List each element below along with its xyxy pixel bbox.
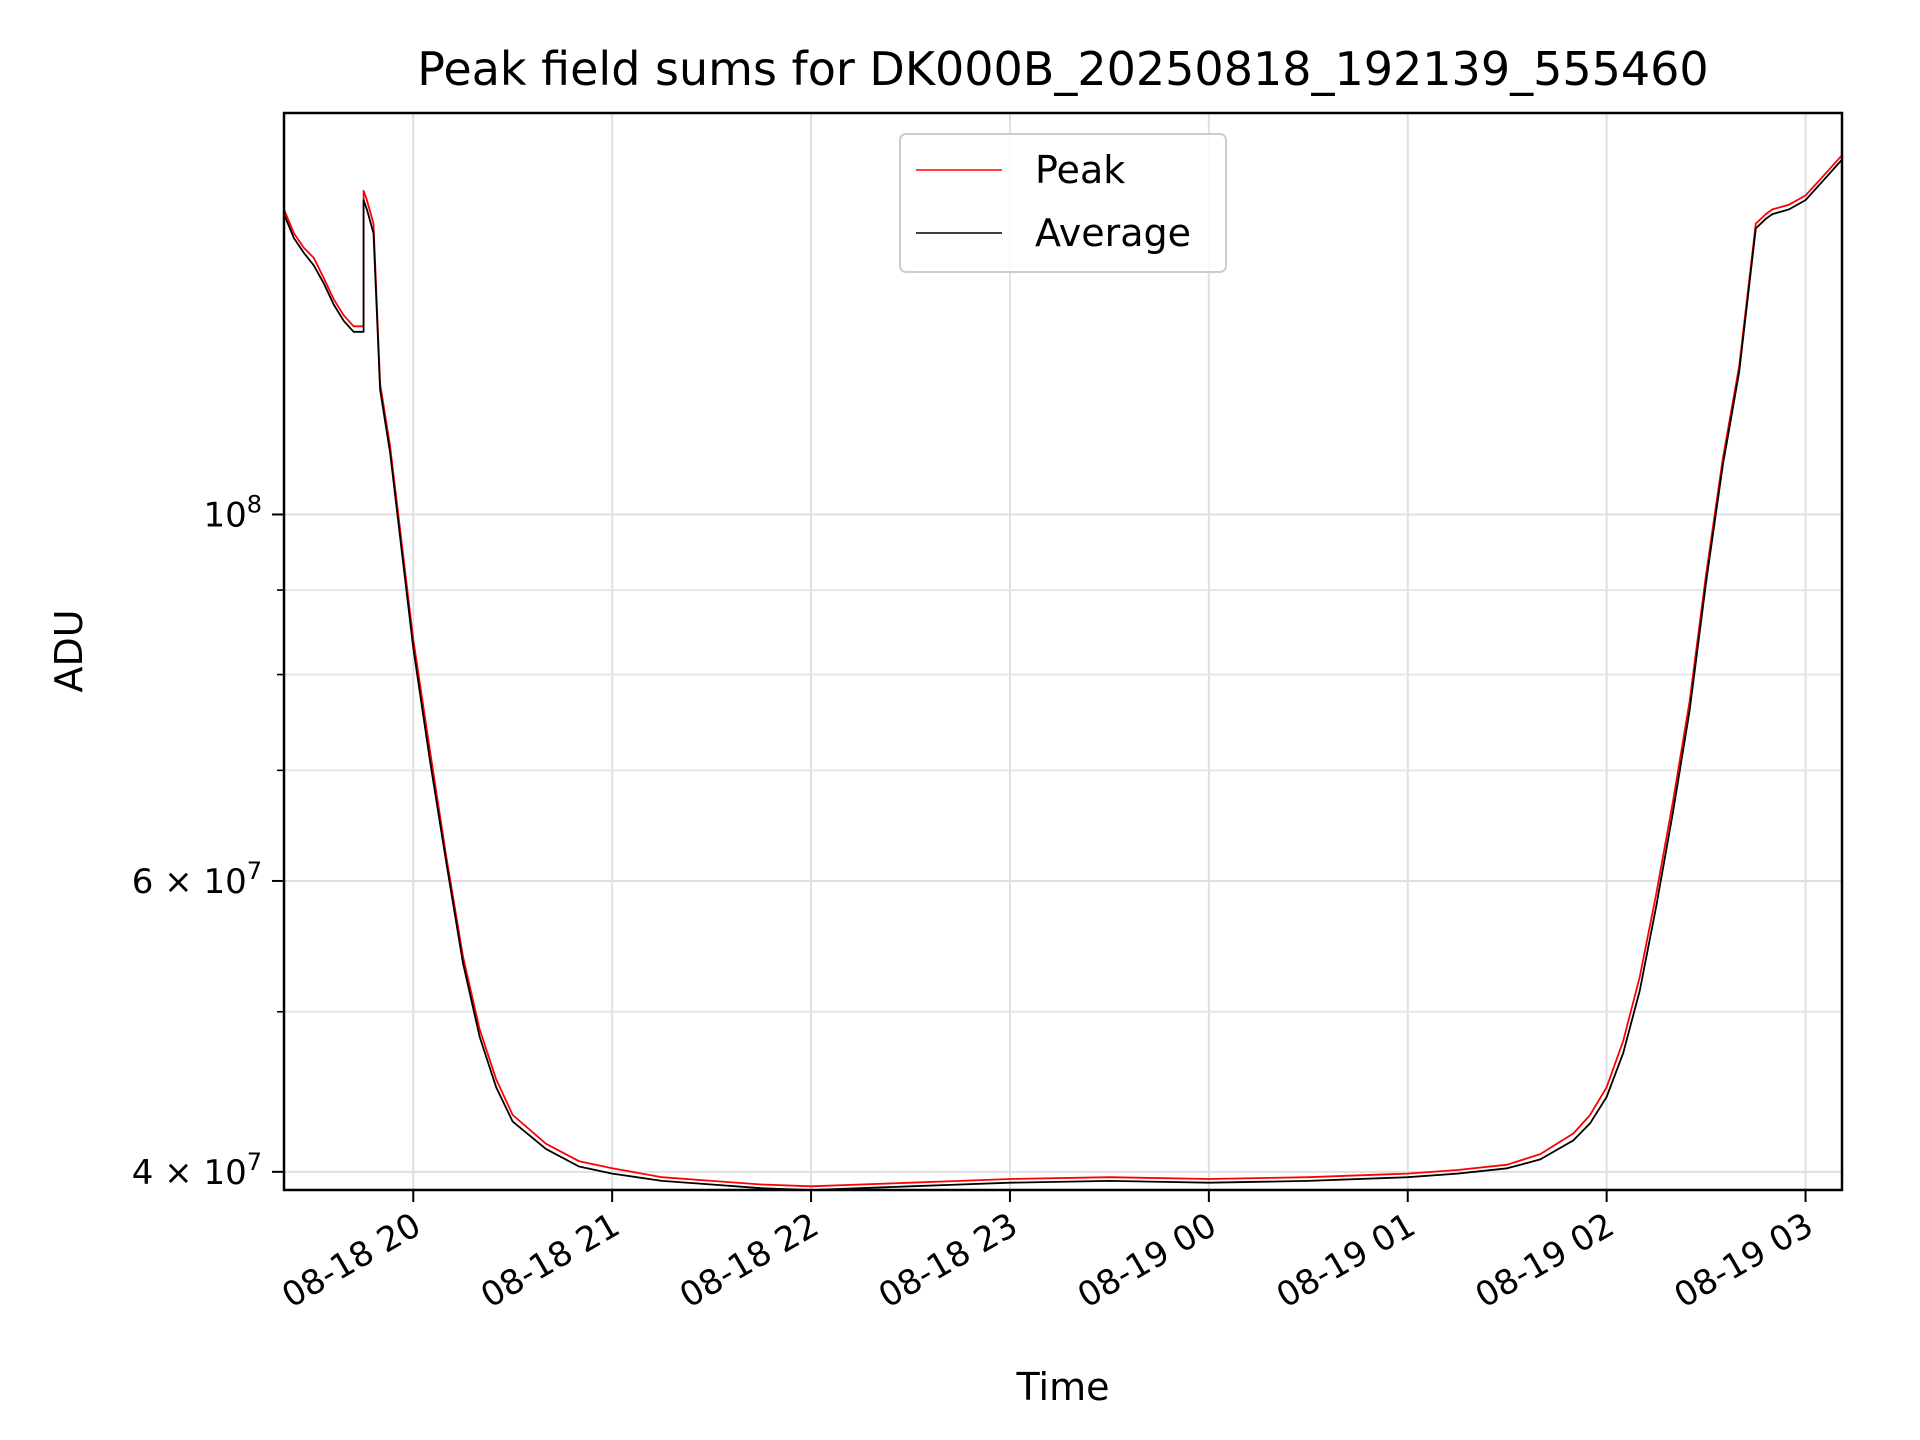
y-axis: 4 × 107 6 × 107 108 xyxy=(132,490,284,1193)
x-tick-label: 08-18 21 xyxy=(474,1205,626,1316)
y-tick-label: 4 × 107 xyxy=(132,1148,262,1193)
x-tick-label: 08-19 02 xyxy=(1469,1205,1621,1316)
x-axis: 08-18 20 08-18 21 08-18 22 08-18 23 08-19 00… xyxy=(275,1190,1820,1316)
y-tick-label: 6 × 107 xyxy=(132,857,262,902)
series-line-peak xyxy=(283,154,1843,1188)
legend: Peak Average xyxy=(899,133,1227,273)
x-tick-label: 08-18 22 xyxy=(673,1205,825,1316)
plot-area xyxy=(283,154,1843,1191)
plot-frame xyxy=(282,111,1844,1192)
y-axis-label: ADU xyxy=(47,609,91,692)
x-tick-label: 08-18 23 xyxy=(872,1205,1024,1316)
x-tick-label: 08-19 01 xyxy=(1270,1205,1422,1316)
grid xyxy=(284,113,1842,1190)
legend-label-peak: Peak xyxy=(1035,148,1125,192)
y-tick-label: 108 xyxy=(203,490,262,535)
x-tick-label: 08-19 03 xyxy=(1668,1205,1820,1316)
x-axis-label: Time xyxy=(1016,1365,1110,1409)
x-tick-label: 08-19 00 xyxy=(1071,1205,1223,1316)
legend-label-average: Average xyxy=(1035,211,1191,255)
chart-title: Peak field sums for DK000B_20250818_1921… xyxy=(417,42,1708,96)
legend-box xyxy=(899,133,1227,273)
x-tick-label: 08-18 20 xyxy=(275,1205,427,1316)
